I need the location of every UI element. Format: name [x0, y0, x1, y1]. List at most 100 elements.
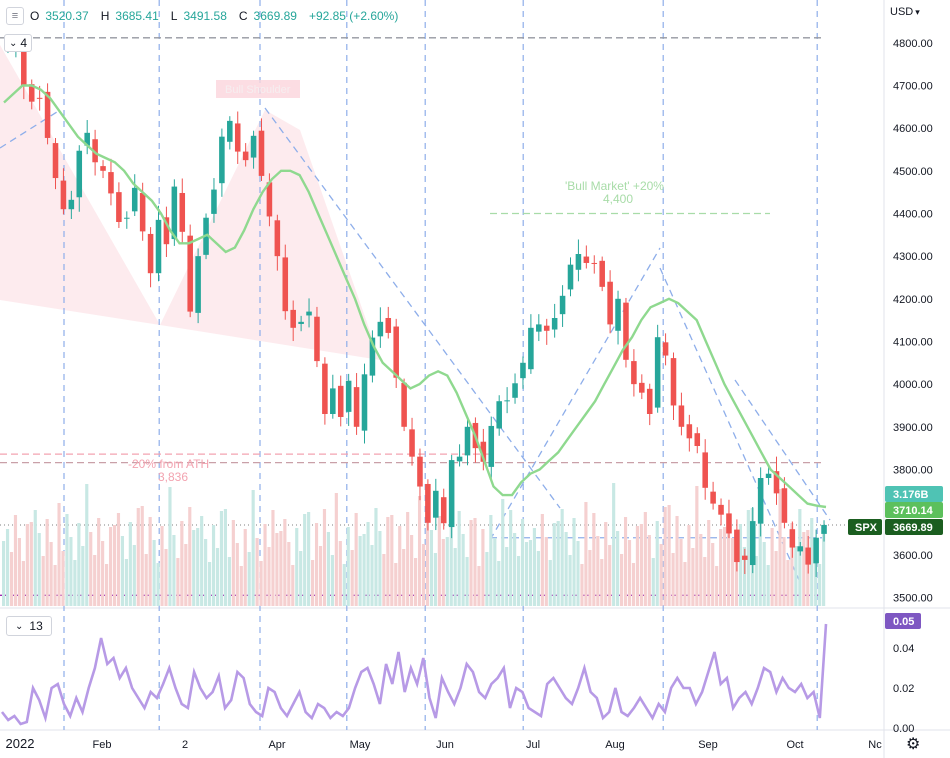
- candle-body: [718, 504, 724, 515]
- candle-body: [520, 362, 526, 379]
- volume-bar: [639, 524, 643, 606]
- price-tick-label: 4600.00: [893, 123, 933, 135]
- candle-body: [734, 529, 740, 563]
- ma-badge-bg: [885, 502, 943, 518]
- volume-bar: [822, 527, 826, 606]
- volume-bar: [322, 509, 327, 606]
- candle-body: [425, 483, 431, 523]
- volume-bar: [810, 518, 814, 606]
- volume-bar: [588, 550, 592, 606]
- volume-bar: [382, 554, 386, 606]
- candle-body: [330, 388, 336, 414]
- candle-body: [250, 135, 257, 158]
- volume-bar: [49, 542, 53, 606]
- candle-body: [290, 309, 296, 328]
- candle-body: [219, 136, 225, 184]
- price-tick-label: 3900.00: [893, 422, 933, 434]
- candle-body: [615, 298, 621, 331]
- candle-body: [322, 363, 328, 414]
- time-tick-label: Oct: [786, 739, 803, 751]
- volume-bar: [532, 528, 537, 606]
- candle-body: [124, 217, 130, 219]
- settings-gear-icon[interactable]: ⚙: [906, 736, 921, 753]
- volume-bar: [493, 538, 497, 606]
- candle-body: [131, 187, 138, 212]
- ath-value: 3,836: [158, 470, 188, 484]
- volume-bar: [517, 556, 521, 606]
- candle-body: [559, 295, 566, 315]
- top-label-box: [216, 80, 300, 98]
- volume-bar: [643, 512, 647, 606]
- volume-bar: [164, 549, 168, 606]
- volume-bar: [5, 529, 10, 606]
- volume-bar: [659, 544, 663, 606]
- candle-body: [361, 374, 368, 431]
- volume-bar: [536, 551, 540, 606]
- volatility-indicator-line: [0, 623, 828, 726]
- candle-body: [266, 182, 273, 217]
- candle-body: [417, 456, 423, 487]
- volume-bar: [556, 521, 560, 606]
- currency-button[interactable]: USD ▾: [890, 6, 920, 18]
- volume-bar: [386, 517, 390, 606]
- volume-bar: [600, 559, 604, 606]
- volume-bar: [572, 518, 576, 606]
- candle-body: [456, 456, 463, 462]
- volume-badge: 3.176B: [893, 489, 929, 501]
- candle-body: [742, 555, 748, 560]
- volume-bar: [295, 528, 299, 606]
- volume-bar: [311, 560, 315, 606]
- volume-bar: [354, 513, 358, 606]
- volume-bar: [192, 530, 196, 606]
- volume-bar: [25, 524, 29, 606]
- candle-body: [583, 256, 590, 263]
- volume-bar: [156, 563, 160, 606]
- volume-bar: [489, 515, 493, 606]
- volume-bar: [184, 544, 188, 606]
- volume-bar: [180, 521, 184, 606]
- volume-bar: [730, 538, 735, 606]
- candle-body: [702, 452, 708, 488]
- volume-bar: [299, 551, 303, 606]
- volume-bar: [421, 544, 426, 606]
- volume-bar: [402, 549, 406, 606]
- indicator-toggle[interactable]: ⌄ 4: [4, 34, 33, 52]
- volume-bar: [746, 510, 750, 606]
- volume-bar: [513, 533, 517, 606]
- volume-bar: [481, 529, 485, 606]
- volume-bar: [390, 515, 394, 606]
- volume-bar: [116, 513, 121, 606]
- volume-bar: [291, 565, 295, 606]
- volume-bar: [362, 534, 366, 606]
- volume-bar: [235, 543, 239, 606]
- candle-body: [496, 401, 502, 429]
- volume-bar: [231, 520, 235, 606]
- candle-body: [314, 316, 320, 362]
- volume-bar: [485, 552, 489, 606]
- volume-bar: [445, 537, 449, 606]
- hide-legend-icon[interactable]: ≡: [6, 7, 24, 25]
- volume-bar: [477, 566, 481, 606]
- volume-bar: [2, 541, 6, 606]
- candle-body: [337, 385, 344, 417]
- trend-line: [734, 379, 831, 521]
- volume-bar: [97, 518, 101, 606]
- volume-bar: [85, 484, 89, 606]
- volume-bar: [461, 534, 465, 606]
- open-value: 3520.37: [45, 9, 89, 23]
- time-tick-label: Sep: [698, 739, 718, 751]
- volume-indicator-legend[interactable]: ⌄ 13: [6, 616, 52, 636]
- candle-body: [448, 460, 455, 528]
- candle-body: [234, 123, 241, 152]
- volume-bar: [128, 522, 132, 606]
- symbol-badge: SPX: [855, 522, 878, 534]
- candle-body: [179, 192, 186, 232]
- time-tick-label: Apr: [268, 739, 285, 751]
- volume-bar: [524, 542, 529, 606]
- high-value: 3685.41: [115, 9, 159, 23]
- indicator-tick-label: 0.00: [893, 723, 914, 735]
- candle-body: [789, 529, 796, 548]
- time-tick-label: Jun: [436, 739, 454, 751]
- volume-bar: [283, 519, 287, 606]
